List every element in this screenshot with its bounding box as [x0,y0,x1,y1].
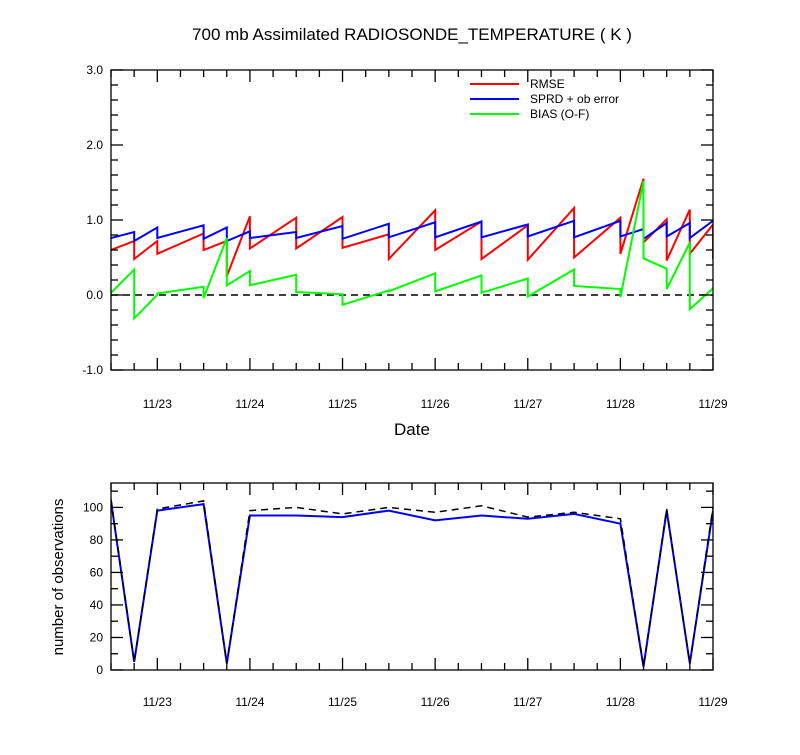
x-tick-label: 11/28 [606,397,635,411]
y-tick-label: 0 [96,663,103,677]
top-axes: 11/23 11/24 11/25 11/26 11/27 11/28 11/29 -1.0 0… [82,63,728,411]
x-tick-label: 11/29 [698,397,727,411]
y-tick-label: 80 [90,533,104,547]
legend-label: RMSE [530,77,565,91]
y-tick-label: -1.0 [82,363,103,377]
x-tick-label: 11/26 [421,397,450,411]
top-plot-area [111,178,713,321]
bottom-plot-area [111,499,713,667]
x-tick-label: 11/29 [698,695,727,709]
y-tick-label: 1.0 [86,213,103,227]
x-tick-label: 11/23 [143,695,172,709]
y-axis-label-observations: number of observations [50,499,67,656]
y-tick-label: 0.0 [86,288,103,302]
series-line-rmse [111,178,713,277]
plot-frame [110,482,714,671]
x-axis-label: Date [394,420,430,439]
y-tick-label: 3.0 [86,63,103,77]
series-line-possible [111,499,713,667]
x-tick-label: 11/25 [328,695,357,709]
x-tick-label: 11/26 [421,695,450,709]
bottom-panel: 11/23 11/24 11/25 11/26 11/27 11/28 11/29 0 20 40… [50,482,728,709]
top-panel: 700 mb Assimilated RADIOSONDE_TEMPERATUR… [82,25,728,439]
chart-title: 700 mb Assimilated RADIOSONDE_TEMPERATUR… [192,25,632,44]
y-tick-label: 40 [90,598,104,612]
legend-label: BIAS (O-F) [530,107,589,121]
series-line-sprd-ob-error [111,219,713,243]
x-tick-label: 11/28 [606,695,635,709]
series-line-used [111,500,713,667]
legend-label: SPRD + ob error [530,92,619,106]
y-tick-label: 60 [90,565,104,579]
y-tick-label: 20 [90,630,104,644]
x-tick-label: 11/27 [513,397,542,411]
series-line-bias-o-f [111,180,713,321]
plot-frame [110,69,714,371]
x-tick-label: 11/24 [235,397,264,411]
y-tick-label: 100 [83,500,103,514]
x-tick-label: 11/23 [143,397,172,411]
bottom-axes: 11/23 11/24 11/25 11/26 11/27 11/28 11/29 0 20 40… [83,482,728,709]
x-tick-label: 11/27 [513,695,542,709]
x-tick-label: 11/25 [328,397,357,411]
y-tick-label: 2.0 [86,138,103,152]
x-tick-label: 11/24 [235,695,264,709]
